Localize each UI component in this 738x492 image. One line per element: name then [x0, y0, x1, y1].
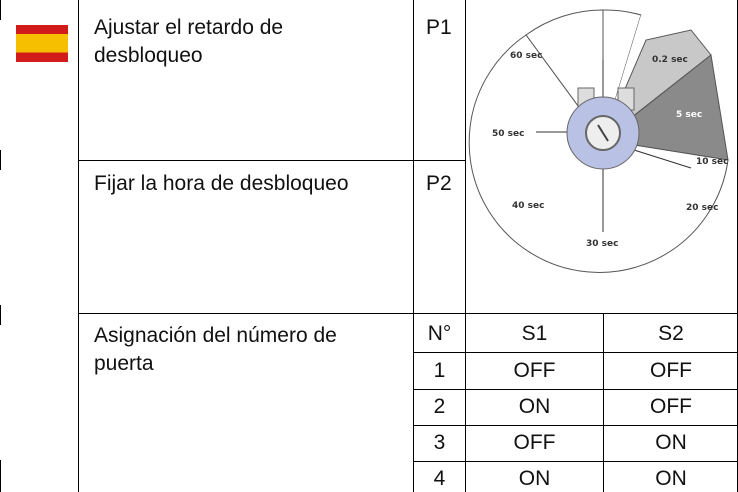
door-label: Asignación del número de puerta: [94, 324, 337, 375]
table-cell: ON: [655, 431, 687, 454]
dial-label: 50 sec: [492, 129, 524, 139]
header-cell: N°: [427, 322, 452, 345]
header-cell: S2: [658, 322, 684, 345]
row-code: P2: [426, 172, 452, 195]
flag: [16, 25, 68, 62]
row-label: Fijar la hora de desbloqueo: [94, 172, 349, 195]
table-cell: ON: [518, 395, 551, 418]
table-cell: 2: [433, 395, 446, 418]
dial-label: 0.2 sec: [652, 55, 688, 65]
dial-label: 5 sec: [676, 110, 702, 120]
table-cell: 3: [433, 431, 446, 454]
table-cell: OFF: [650, 359, 692, 382]
dial-label: 10 sec: [696, 157, 728, 167]
table-cell: 4: [433, 467, 446, 490]
header-cell: S1: [521, 322, 548, 345]
dial-label: 60 sec: [510, 51, 542, 61]
row-code: P1: [426, 16, 452, 39]
table-cell: OFF: [650, 395, 692, 418]
table-cell: ON: [655, 467, 687, 490]
table-cell: OFF: [513, 359, 556, 382]
dial-label: 30 sec: [586, 239, 618, 249]
dial-diagram: 60 sec 0.2 sec 5 sec 50 sec 10 sec 40 se…: [468, 9, 729, 273]
table-cell: 1: [433, 359, 446, 382]
table-cell: OFF: [513, 431, 556, 454]
dial-label: 40 sec: [512, 201, 544, 211]
row-label: Ajustar el retardo de desbloqueo: [94, 16, 284, 67]
table-cell: ON: [518, 467, 551, 490]
dial-label: 20 sec: [686, 203, 718, 213]
